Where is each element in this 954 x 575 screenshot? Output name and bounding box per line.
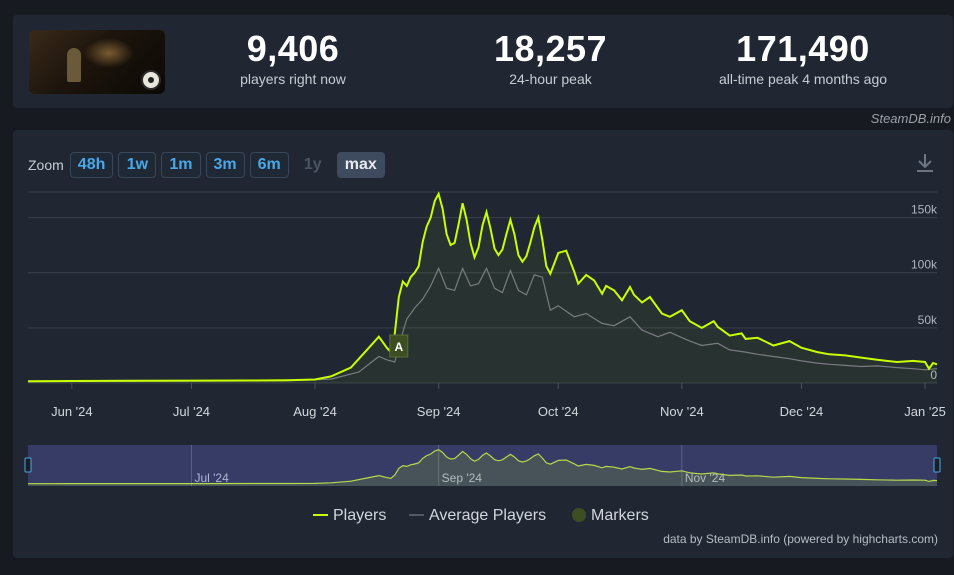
thumbnail-badge-icon [141,70,161,90]
y-axis-labels: 0 50k 100k 150k [911,203,938,382]
player-count-chart[interactable]: 0 50k 100k 150k Jun '24 Jul '24 Aug '24 Sep '2… [13,130,953,558]
y-axis-label: 100k [911,258,938,272]
zoom-1m-button[interactable]: 1m [161,152,201,178]
navigator-label: Nov '24 [685,471,726,485]
game-thumbnail[interactable] [29,30,165,94]
x-axis-label: Dec '24 [780,404,824,419]
thumbnail-figure [67,48,81,82]
zoom-48h-button[interactable]: 48h [69,152,114,178]
stats-panel: 9,406 players right now 18,257 24-hour p… [13,15,953,108]
steamdb-watermark[interactable]: SteamDB.info [870,111,951,126]
marker-a-flag [389,334,409,358]
thumbnail-light [84,38,134,68]
zoom-1y-button: 1y [303,156,322,173]
y-axis-label: 50k [918,313,938,327]
average-players-legend-label[interactable]: Average Players [429,507,546,524]
zoom-3m-button[interactable]: 3m [205,152,245,178]
current-players-value: 9,406 [246,28,340,69]
peak-24h-value: 18,257 [493,28,608,69]
x-axis-label: Oct '24 [538,404,579,419]
zoom-label: Zoom [28,157,64,173]
navigator-line [27,449,938,485]
chart-credit[interactable]: data by SteamDB.info (powered by highcha… [663,532,938,546]
navigator-label: Sep '24 [442,471,483,485]
chart-legend[interactable]: Players Average Players Markers [313,507,649,524]
x-axis-label: Jul '24 [173,404,210,419]
zoom-1w-button[interactable]: 1w [118,152,157,178]
zoom-controls: Zoom 48h 1w 1m 3m 6m 1y max [28,150,390,180]
download-icon-graphic [917,154,933,172]
zoom-6m-button[interactable]: 6m [249,152,289,178]
y-axis-label: 150k [911,203,938,217]
navigator-label: Jul '24 [194,471,229,485]
chart-grid [28,191,937,384]
players-legend-label[interactable]: Players [333,507,386,524]
navigator-selection [28,445,937,486]
chart-navigator[interactable]: Jul '24 Sep '24 Nov '24 [24,445,941,486]
navigator-right-handle[interactable] [933,457,941,473]
all-time-peak-stat: 171,490 all-time peak 4 months ago [703,28,903,88]
x-axis-label: Sep '24 [417,404,461,419]
all-time-peak-label: all-time peak 4 months ago [718,71,888,87]
chart-series [27,191,938,383]
x-axis-label: Nov '24 [660,404,704,419]
peak-24h-stat: 18,257 24-hour peak [463,28,638,88]
all-time-peak-value: 171,490 [736,28,870,69]
players-line [27,191,938,383]
current-players-label: players right now [240,71,346,87]
average-players-line [27,266,938,383]
players-area [28,193,937,383]
x-axis-label: Jan '25 [904,404,946,419]
x-axis-label: Jun '24 [51,404,93,419]
x-axis-label: Aug '24 [293,404,337,419]
peak-24h-label: 24-hour peak [509,71,592,87]
x-axis-labels: Jun '24 Jul '24 Aug '24 Sep '24 Oct '24 Nov '… [51,383,946,419]
y-axis-label: 0 [930,368,937,382]
markers-legend-symbol [572,508,586,522]
navigator-area [28,449,937,486]
chart-panel: Zoom 48h 1w 1m 3m 6m 1y max 0 50k 100k 150k… [13,130,953,558]
download-icon[interactable] [915,152,935,179]
current-players-stat: 9,406 players right now [203,28,383,88]
marker-a-label: A [394,340,403,354]
zoom-max-button[interactable]: max [336,152,385,178]
markers-legend-label[interactable]: Markers [591,507,649,524]
navigator-left-handle[interactable] [24,457,32,473]
chart-markers[interactable]: A [389,334,409,358]
